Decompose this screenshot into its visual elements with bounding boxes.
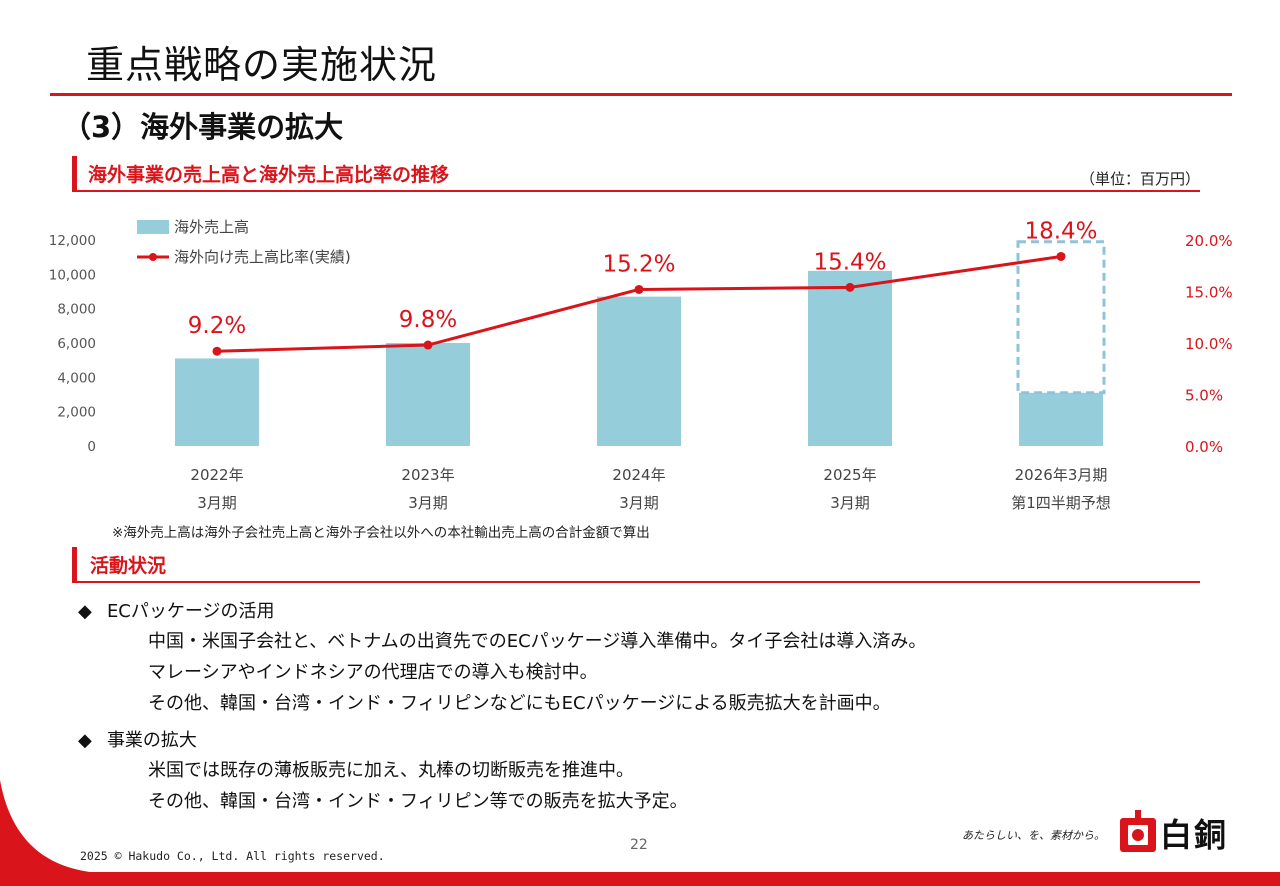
chart-heading: 海外事業の売上高と海外売上高比率の推移 bbox=[88, 164, 450, 186]
bullet-line: その他、韓国・台湾・インド・フィリピン等での販売を拡大予定。 bbox=[148, 791, 688, 812]
chart-heading-rule bbox=[72, 190, 1200, 192]
ratio-point bbox=[1056, 251, 1066, 261]
x-axis-label: 2026年3月期 bbox=[1015, 466, 1108, 484]
page-number: 22 bbox=[630, 837, 648, 853]
unit-label: （単位：百万円） bbox=[1079, 170, 1200, 188]
x-axis-label: 3月期 bbox=[197, 494, 237, 512]
left-axis-tick: 6,000 bbox=[57, 336, 96, 352]
x-axis-label: 3月期 bbox=[619, 494, 659, 512]
left-axis-ticks: 0 2,000 4,000 6,000 8,000 10,000 12,000 bbox=[49, 233, 96, 455]
bullet-business-expansion: ◆ 事業の拡大 bbox=[78, 726, 197, 752]
right-axis-tick: 5.0% bbox=[1185, 387, 1223, 405]
ratio-point bbox=[634, 284, 644, 294]
page-title: 重点戦略の実施状況 bbox=[86, 43, 438, 87]
bullet-line: マレーシアやインドネシアの代理店での導入も検討中。 bbox=[148, 662, 598, 683]
bullet-ec-package: ◆ ECパッケージの活用 bbox=[78, 597, 275, 623]
x-axis-label: 2024年 bbox=[612, 466, 665, 484]
right-axis-tick: 15.0% bbox=[1185, 284, 1233, 302]
tagline: あたらしい、を、素材から。 bbox=[962, 829, 1105, 842]
left-axis-tick: 8,000 bbox=[57, 302, 96, 318]
bar-series bbox=[175, 270, 1103, 446]
ratio-data-label: 9.8% bbox=[399, 307, 457, 333]
bullet-marker: ◆ bbox=[78, 601, 92, 622]
logo-text: 白銅 bbox=[1160, 816, 1229, 854]
ratio-data-label: 15.2% bbox=[602, 251, 675, 277]
bullet-heading: 事業の拡大 bbox=[106, 730, 197, 751]
ratio-line-series: 9.2% 9.8% 15.2% 15.4% 18.4% bbox=[188, 218, 1098, 356]
bar bbox=[808, 270, 892, 446]
ratio-point bbox=[423, 340, 433, 350]
legend-bar-swatch bbox=[137, 220, 169, 234]
copyright: 2025 © Hakudo Co., Ltd. All rights reser… bbox=[80, 849, 385, 863]
left-axis-tick: 0 bbox=[87, 439, 96, 455]
chart-footnote: ※海外売上高は海外子会社売上高と海外子会社以外への本社輸出売上高の合計金額で算出 bbox=[112, 525, 650, 541]
right-axis-tick: 20.0% bbox=[1185, 232, 1233, 250]
x-axis-label: 2022年 bbox=[190, 466, 243, 484]
ratio-data-label: 9.2% bbox=[188, 313, 246, 339]
overseas-sales-chart: 0 2,000 4,000 6,000 8,000 10,000 12,000 0.0% 5.… bbox=[49, 218, 1233, 512]
bullet-marker: ◆ bbox=[78, 730, 92, 751]
bar bbox=[175, 358, 259, 446]
x-axis-label: 第1四半期予想 bbox=[1011, 494, 1111, 512]
legend-line-label: 海外向け売上高比率(実績) bbox=[174, 248, 351, 266]
logo-icon bbox=[1120, 810, 1156, 852]
title-divider bbox=[50, 93, 1232, 96]
right-axis-tick: 0.0% bbox=[1185, 438, 1223, 456]
right-axis-ticks: 0.0% 5.0% 10.0% 15.0% 20.0% bbox=[1185, 232, 1233, 456]
left-axis-tick: 4,000 bbox=[57, 370, 96, 386]
bar bbox=[386, 343, 470, 446]
x-axis-label: 2025年 bbox=[823, 466, 876, 484]
bar bbox=[597, 296, 681, 446]
left-axis-tick: 2,000 bbox=[57, 405, 96, 421]
legend-line-marker bbox=[149, 253, 157, 261]
forecast-outline bbox=[1016, 240, 1106, 395]
right-axis-tick: 10.0% bbox=[1185, 335, 1233, 353]
corner-decoration bbox=[0, 780, 90, 886]
bullet-heading: ECパッケージの活用 bbox=[106, 601, 275, 622]
left-axis-tick: 12,000 bbox=[49, 233, 96, 249]
forecast-outline-box bbox=[1016, 240, 1106, 395]
left-axis-tick: 10,000 bbox=[49, 267, 96, 283]
activity-heading: 活動状況 bbox=[90, 555, 167, 577]
ratio-point bbox=[845, 282, 855, 292]
section-title: （3）海外事業の拡大 bbox=[62, 110, 344, 144]
bottom-accent-bar bbox=[0, 872, 1280, 886]
ratio-data-label: 18.4% bbox=[1024, 218, 1097, 244]
x-axis-label: 2023年 bbox=[401, 466, 454, 484]
legend-bar-label: 海外売上高 bbox=[174, 218, 249, 236]
chart-heading-bar bbox=[72, 156, 77, 192]
ratio-point bbox=[212, 346, 222, 356]
ratio-data-label: 15.4% bbox=[813, 249, 886, 275]
x-axis-label: 3月期 bbox=[408, 494, 448, 512]
bullet-line: 米国では既存の薄板販売に加え、丸棒の切断販売を推進中。 bbox=[148, 760, 634, 781]
x-axis-label: 3月期 bbox=[830, 494, 870, 512]
bar bbox=[1019, 392, 1103, 446]
activity-heading-rule bbox=[72, 581, 1200, 583]
bullet-line: 中国・米国子会社と、ベトナムの出資先でのECパッケージ導入準備中。タイ子会社は導… bbox=[148, 631, 927, 652]
bullet-line: その他、韓国・台湾・インド・フィリピンなどにもECパッケージによる販売拡大を計画… bbox=[148, 693, 891, 714]
x-axis-labels: 2022年 3月期 2023年 3月期 2024年 3月期 2025年 3月期 2026年3月期… bbox=[190, 466, 1110, 512]
activity-heading-bar bbox=[72, 547, 77, 583]
